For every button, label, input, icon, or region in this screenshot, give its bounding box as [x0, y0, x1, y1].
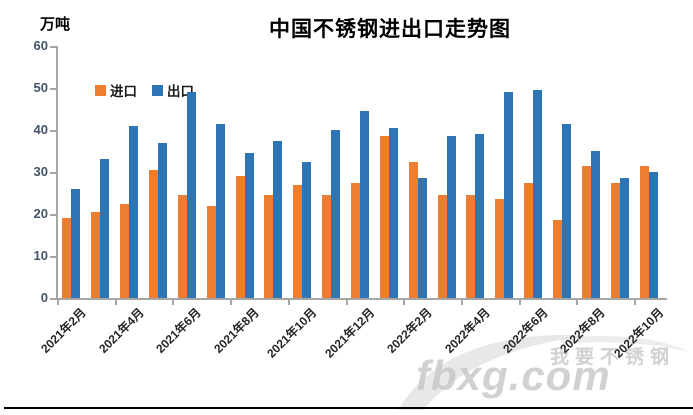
bar-export — [590, 151, 600, 298]
bar-import — [177, 195, 187, 298]
y-tick-mark — [50, 298, 56, 300]
bar-import — [206, 205, 216, 298]
bar-export — [273, 140, 283, 298]
bar-import — [264, 195, 274, 298]
bar-export — [619, 178, 629, 298]
y-tick-mark — [50, 256, 56, 258]
y-axis-unit-label: 万吨 — [40, 16, 71, 33]
x-tick-mark — [230, 300, 233, 305]
x-tick-mark — [345, 300, 348, 305]
bar-import — [120, 203, 130, 298]
y-tick-label: 10 — [33, 248, 48, 263]
x-tick-mark — [634, 300, 637, 305]
bar-export — [388, 127, 398, 298]
y-tick-mark — [50, 172, 56, 174]
legend-import-swatch-icon — [95, 84, 106, 96]
x-tick-mark — [461, 300, 463, 305]
bar-import — [322, 195, 332, 298]
x-tick-mark — [57, 300, 59, 305]
bar-import — [351, 182, 360, 298]
bar-export — [186, 92, 196, 298]
y-tick-label: 30 — [33, 164, 48, 179]
legend: 进口 出口 — [95, 80, 194, 100]
bar-export — [417, 178, 427, 298]
x-tick-mark — [403, 300, 406, 305]
bar-import — [379, 136, 389, 298]
legend-import-label: 进口 — [110, 84, 137, 99]
bar-export — [475, 134, 485, 298]
y-tick-label: 20 — [33, 206, 48, 221]
y-axis-line — [56, 46, 58, 300]
y-tick-label: 60 — [33, 38, 48, 53]
bar-import — [639, 165, 649, 298]
bar-export — [215, 123, 225, 298]
bar-export — [446, 136, 456, 298]
bar-export — [504, 92, 514, 298]
bar-import — [293, 184, 303, 298]
bar-import — [495, 199, 505, 298]
bar-import — [524, 182, 534, 298]
y-tick-mark — [50, 88, 56, 90]
y-tick-label: 40 — [33, 122, 48, 137]
x-tick-mark — [114, 300, 117, 305]
x-tick-mark — [576, 300, 579, 305]
bar-export — [302, 161, 312, 298]
bar-export — [158, 142, 167, 298]
bar-import — [553, 220, 562, 298]
chart-title: 中国不锈钢进出口走势图 — [269, 17, 511, 41]
bar-export — [331, 130, 341, 298]
watermark-site-text: fbxg.com — [416, 352, 611, 399]
bar-import — [610, 182, 620, 298]
bar-export — [533, 90, 543, 298]
legend-item-import: 进口 — [95, 80, 137, 100]
y-tick-mark — [50, 214, 56, 216]
bar-export — [129, 125, 139, 298]
bar-import — [408, 161, 418, 298]
y-tick-label: 50 — [33, 80, 48, 95]
bar-import — [149, 169, 158, 298]
bar-import — [235, 176, 245, 298]
legend-export-swatch-icon — [152, 84, 163, 96]
bar-export — [100, 159, 110, 298]
x-tick-mark — [287, 300, 290, 305]
y-tick-mark — [50, 130, 56, 132]
bar-import — [466, 195, 476, 298]
bottom-border-line — [4, 407, 693, 409]
bar-export — [244, 153, 254, 298]
x-axis-line — [57, 298, 667, 300]
bar-export — [648, 172, 658, 298]
x-tick-mark — [518, 300, 521, 305]
y-tick-label: 0 — [40, 290, 48, 305]
bar-export — [360, 111, 369, 298]
bar-import — [437, 195, 447, 298]
x-tick-mark — [172, 300, 175, 305]
y-tick-mark — [50, 46, 56, 48]
bar-export — [562, 123, 571, 298]
watermark-slogan: 我要不锈钢 — [550, 347, 676, 368]
bar-import — [62, 218, 72, 298]
bar-import — [581, 165, 591, 298]
bar-export — [71, 188, 81, 298]
bar-import — [91, 211, 101, 298]
